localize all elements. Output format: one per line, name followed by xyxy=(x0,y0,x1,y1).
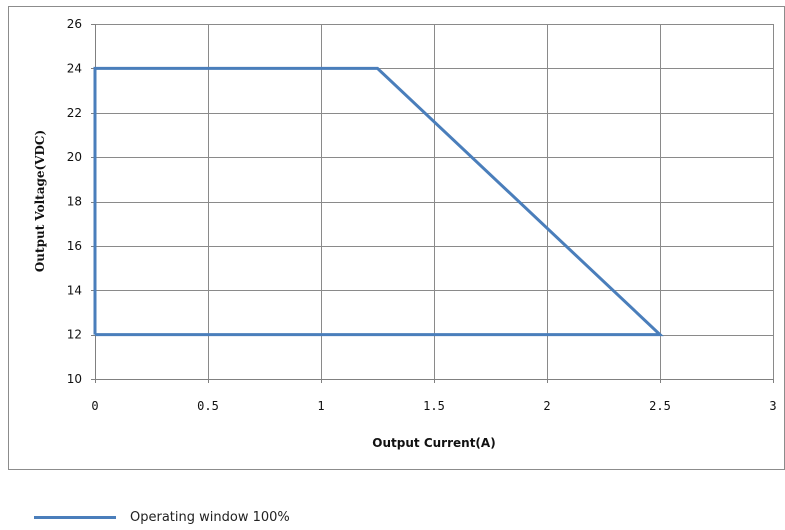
series-line-operating-window xyxy=(93,66,664,337)
x-axis-label: Output Current(A) xyxy=(372,436,495,450)
x-tick-label-5: 2.5 xyxy=(649,399,671,413)
x-tick-label-6: 3 xyxy=(769,399,776,413)
legend-label-operating-window: Operating window 100% xyxy=(130,509,290,525)
y-tick-label-2: 14 xyxy=(67,283,82,297)
y-tick-label-3: 16 xyxy=(67,239,82,253)
grid-lines xyxy=(95,24,774,380)
chart-canvas: 10 12 14 16 18 20 22 24 26 0 0.5 1 1.5 2 2.5 3 Output C… xyxy=(33,17,777,450)
y-tick-label-8: 26 xyxy=(67,17,82,31)
tick-labels: 10 12 14 16 18 20 22 24 26 0 0.5 1 1.5 2 2.5 3 xyxy=(67,17,777,413)
y-tick-label-4: 18 xyxy=(67,195,82,209)
x-tick-label-2: 1 xyxy=(317,399,324,413)
y-tick-label-7: 24 xyxy=(67,61,82,75)
x-tick-label-3: 1.5 xyxy=(423,399,445,413)
axes xyxy=(91,24,774,383)
series-layer xyxy=(93,66,664,337)
y-tick-label-1: 12 xyxy=(67,328,82,342)
legend-swatch-operating-window xyxy=(34,515,116,519)
x-tick-label-0: 0 xyxy=(91,399,98,413)
y-axis-label: Output Voltage(VDC) xyxy=(33,130,47,272)
x-tick-label-4: 2 xyxy=(543,399,550,413)
legend: Operating window 100% xyxy=(34,507,290,527)
y-tick-label-6: 22 xyxy=(67,106,82,120)
y-tick-label-0: 10 xyxy=(67,372,82,386)
y-tick-label-5: 20 xyxy=(67,150,82,164)
chart-frame xyxy=(8,6,785,470)
x-tick-label-1: 0.5 xyxy=(197,399,219,413)
